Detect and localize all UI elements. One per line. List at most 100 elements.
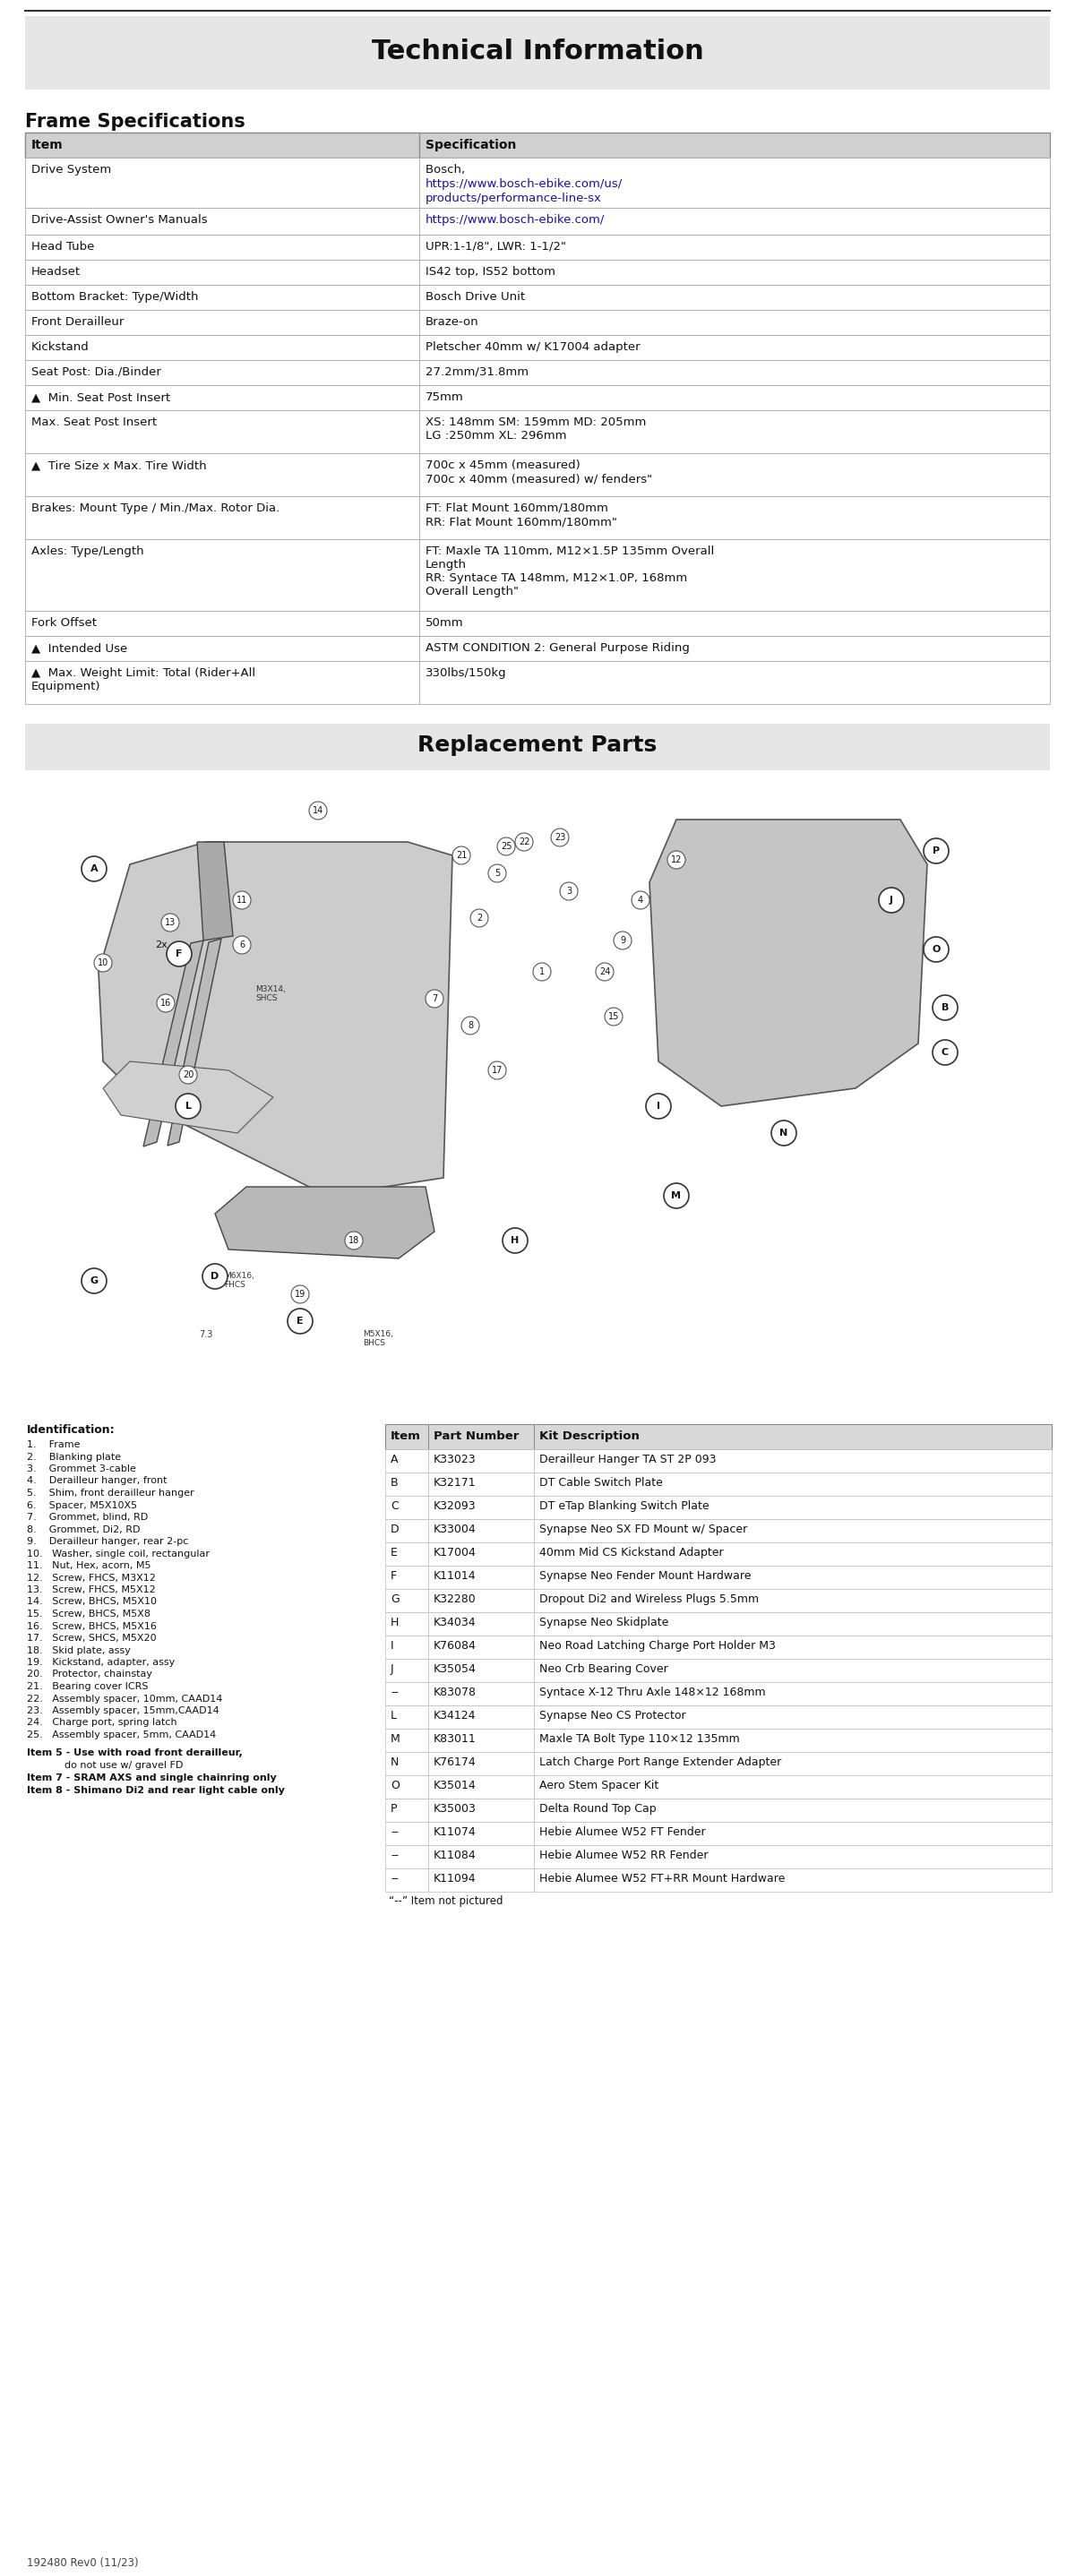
Bar — [534, 1868, 1051, 1891]
Text: 10: 10 — [98, 958, 109, 969]
Text: “--” Item not pictured: “--” Item not pictured — [389, 1896, 503, 1906]
Bar — [385, 1425, 428, 1450]
Bar — [385, 1636, 428, 1659]
Bar — [534, 1705, 1051, 1728]
Text: 1.    Frame: 1. Frame — [27, 1440, 81, 1450]
Text: A: A — [90, 866, 98, 873]
Bar — [25, 538, 419, 611]
Text: Identification:: Identification: — [27, 1425, 115, 1435]
Text: D: D — [211, 1273, 219, 1280]
Bar — [419, 497, 1050, 538]
Bar — [385, 1450, 428, 1473]
Text: 5.    Shim, front derailleur hanger: 5. Shim, front derailleur hanger — [27, 1489, 195, 1497]
Bar — [25, 770, 1050, 1414]
Bar — [428, 1821, 534, 1844]
Text: Head Tube: Head Tube — [31, 242, 95, 252]
Circle shape — [488, 1061, 506, 1079]
Circle shape — [82, 1267, 106, 1293]
Text: 17.   Screw, SHCS, M5X20: 17. Screw, SHCS, M5X20 — [27, 1633, 157, 1643]
Circle shape — [453, 848, 471, 866]
Bar — [419, 335, 1050, 361]
Bar — [385, 1613, 428, 1636]
Text: Drive-Assist Owner's Manuals: Drive-Assist Owner's Manuals — [31, 214, 207, 227]
Text: 3.    Grommet 3-cable: 3. Grommet 3-cable — [27, 1463, 137, 1473]
Text: 20.   Protector, chainstay: 20. Protector, chainstay — [27, 1669, 153, 1680]
Bar — [534, 1589, 1051, 1613]
Text: J: J — [890, 896, 893, 904]
Text: FT: Maxle TA 110mm, M12×1.5P 135mm Overall
Length
RR: Syntace TA 148mm, M12×1.0P: FT: Maxle TA 110mm, M12×1.5P 135mm Overa… — [426, 546, 714, 598]
Text: FT: Flat Mount 160mm/180mm
RR: Flat Mount 160mm/180mm": FT: Flat Mount 160mm/180mm RR: Flat Moun… — [426, 502, 617, 528]
Circle shape — [614, 933, 632, 951]
Bar — [25, 131, 419, 157]
Text: 40mm Mid CS Kickstand Adapter: 40mm Mid CS Kickstand Adapter — [540, 1546, 723, 1558]
Text: 27.2mm/31.8mm: 27.2mm/31.8mm — [426, 366, 529, 379]
Bar — [534, 1450, 1051, 1473]
Text: K32093: K32093 — [433, 1499, 476, 1512]
Text: XS: 148mm SM: 159mm MD: 205mm
LG :250mm XL: 296mm: XS: 148mm SM: 159mm MD: 205mm LG :250mm … — [426, 417, 646, 440]
Bar — [385, 1425, 1051, 1450]
Text: ▲  Intended Use: ▲ Intended Use — [31, 641, 128, 654]
Text: M: M — [672, 1190, 682, 1200]
Text: ASTM CONDITION 2: General Purpose Riding: ASTM CONDITION 2: General Purpose Riding — [426, 641, 690, 654]
Text: Item 7 - SRAM AXS and single chainring only: Item 7 - SRAM AXS and single chainring o… — [27, 1772, 276, 1783]
Text: 23: 23 — [555, 832, 565, 842]
Bar — [534, 1728, 1051, 1752]
Text: 14: 14 — [313, 806, 324, 814]
Text: --: -- — [390, 1850, 399, 1862]
Circle shape — [933, 994, 958, 1020]
Text: K11014: K11014 — [433, 1571, 476, 1582]
Text: K32280: K32280 — [433, 1595, 476, 1605]
Text: O: O — [932, 945, 941, 953]
Bar — [534, 1798, 1051, 1821]
Text: DT Cable Switch Plate: DT Cable Switch Plate — [540, 1476, 663, 1489]
Bar — [385, 1589, 428, 1613]
Text: K17004: K17004 — [433, 1546, 476, 1558]
Text: IS42 top, IS52 bottom: IS42 top, IS52 bottom — [426, 265, 556, 278]
Text: Brakes: Mount Type / Min./Max. Rotor Dia.: Brakes: Mount Type / Min./Max. Rotor Dia… — [31, 502, 280, 515]
Bar — [419, 209, 1050, 234]
Circle shape — [95, 953, 112, 971]
Circle shape — [533, 963, 551, 981]
Text: Delta Round Top Cap: Delta Round Top Cap — [540, 1803, 657, 1814]
Text: Hebie Alumee W52 FT Fender: Hebie Alumee W52 FT Fender — [540, 1826, 705, 1837]
Text: Part Number: Part Number — [433, 1430, 519, 1443]
Bar — [25, 453, 419, 497]
Text: Dropout Di2 and Wireless Plugs 5.5mm: Dropout Di2 and Wireless Plugs 5.5mm — [540, 1595, 759, 1605]
Text: Hebie Alumee W52 FT+RR Mount Hardware: Hebie Alumee W52 FT+RR Mount Hardware — [540, 1873, 785, 1886]
Text: P: P — [390, 1803, 398, 1814]
Text: 192480 Rev0 (11/23): 192480 Rev0 (11/23) — [27, 2555, 139, 2568]
Circle shape — [291, 1285, 310, 1303]
Polygon shape — [143, 940, 203, 1146]
Text: 6.    Spacer, M5X10X5: 6. Spacer, M5X10X5 — [27, 1502, 138, 1510]
Text: 6: 6 — [239, 940, 245, 951]
Text: O: O — [390, 1780, 400, 1790]
Text: N: N — [390, 1757, 399, 1767]
Text: 4.    Derailleur hanger, front: 4. Derailleur hanger, front — [27, 1476, 167, 1486]
Text: K11084: K11084 — [433, 1850, 476, 1862]
Bar — [25, 131, 1050, 157]
Text: 25.   Assembly spacer, 5mm, CAAD14: 25. Assembly spacer, 5mm, CAAD14 — [27, 1731, 216, 1739]
Text: Pletscher 40mm w/ K17004 adapter: Pletscher 40mm w/ K17004 adapter — [426, 340, 641, 353]
Bar — [25, 157, 419, 209]
Text: M6X16,
FHCS: M6X16, FHCS — [224, 1273, 255, 1288]
Text: Technical Information: Technical Information — [372, 39, 703, 64]
Bar — [385, 1566, 428, 1589]
Bar — [428, 1705, 534, 1728]
Text: L: L — [390, 1710, 397, 1721]
Text: K35014: K35014 — [433, 1780, 476, 1790]
Text: K83078: K83078 — [433, 1687, 476, 1698]
Text: 2: 2 — [476, 914, 482, 922]
Circle shape — [345, 1231, 363, 1249]
Text: I: I — [390, 1641, 393, 1651]
Text: K83011: K83011 — [433, 1734, 476, 1744]
Bar — [385, 1705, 428, 1728]
Text: P: P — [932, 848, 940, 855]
Text: 10.   Washer, single coil, rectangular: 10. Washer, single coil, rectangular — [27, 1548, 210, 1558]
Bar — [534, 1659, 1051, 1682]
Text: C: C — [942, 1048, 949, 1056]
Circle shape — [488, 866, 506, 881]
Text: 50mm: 50mm — [426, 618, 463, 629]
Bar — [534, 1844, 1051, 1868]
Polygon shape — [103, 1061, 273, 1133]
Text: 4: 4 — [637, 896, 643, 904]
